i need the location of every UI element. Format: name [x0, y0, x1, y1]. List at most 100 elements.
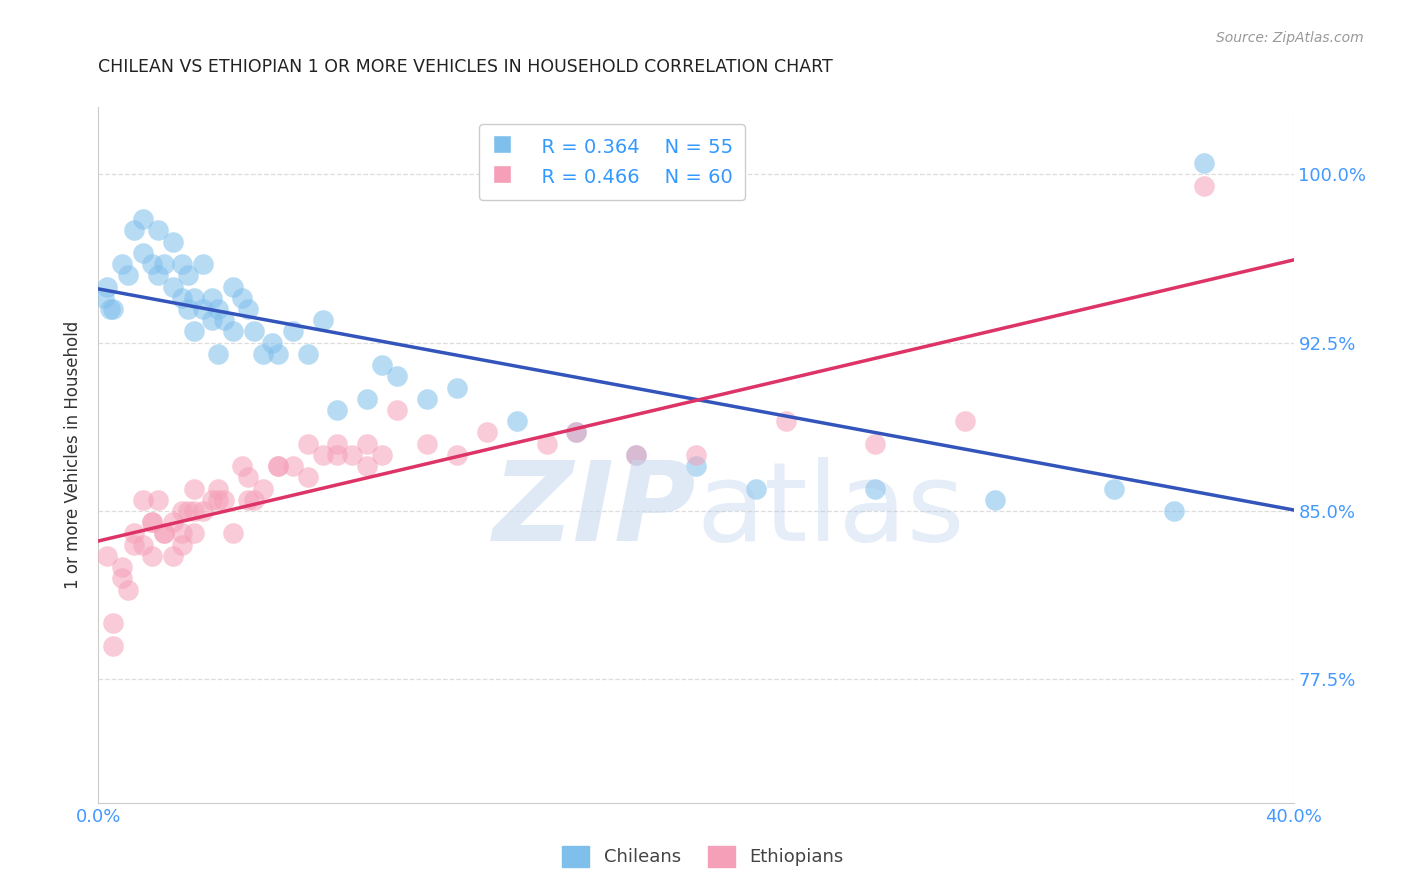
Text: ZIP: ZIP [492, 457, 696, 564]
Point [207, 347, 229, 361]
Text: CHILEAN VS ETHIOPIAN 1 OR MORE VEHICLES IN HOUSEHOLD CORRELATION CHART: CHILEAN VS ETHIOPIAN 1 OR MORE VEHICLES … [98, 58, 834, 76]
Point [201, 291, 224, 305]
Point [281, 459, 304, 474]
Point [260, 335, 283, 350]
Point [267, 347, 290, 361]
Point [385, 369, 409, 384]
Point [685, 448, 707, 462]
Point [177, 301, 200, 316]
Point [183, 325, 205, 339]
Point [124, 526, 146, 541]
Point [222, 279, 245, 293]
Point [222, 526, 245, 541]
Point [536, 436, 558, 450]
Point [162, 515, 184, 529]
Point [356, 392, 378, 406]
Point [141, 257, 163, 271]
Point [183, 482, 205, 496]
Point [201, 313, 224, 327]
Point [207, 301, 229, 316]
Point [117, 582, 139, 597]
Point [124, 223, 146, 237]
Point [191, 504, 214, 518]
Point [953, 414, 976, 428]
Point [446, 448, 468, 462]
Legend: Chileans, Ethiopians: Chileans, Ethiopians [555, 838, 851, 874]
Point [243, 325, 266, 339]
Point [148, 492, 170, 507]
Point [236, 492, 259, 507]
Point [342, 448, 364, 462]
Point [326, 448, 349, 462]
Point [93, 291, 115, 305]
Point [153, 526, 176, 541]
Point [212, 313, 235, 327]
Point [775, 414, 797, 428]
Point [124, 538, 146, 552]
Point [103, 301, 125, 316]
Point [416, 392, 439, 406]
Point [252, 347, 274, 361]
Point [475, 425, 498, 440]
Point [626, 448, 648, 462]
Point [207, 492, 229, 507]
Point [100, 301, 122, 316]
Point [297, 347, 319, 361]
Point [96, 279, 118, 293]
Point [356, 459, 378, 474]
Point [162, 235, 184, 249]
Text: Source: ZipAtlas.com: Source: ZipAtlas.com [1216, 31, 1364, 45]
Point [207, 482, 229, 496]
Point [371, 448, 394, 462]
Point [183, 291, 205, 305]
Point [132, 246, 155, 260]
Point [236, 470, 259, 484]
Point [132, 492, 155, 507]
Point [177, 504, 200, 518]
Point [111, 571, 134, 585]
Point [565, 425, 588, 440]
Point [371, 358, 394, 372]
Point [326, 436, 349, 450]
Point [984, 492, 1007, 507]
Point [243, 492, 266, 507]
Point [191, 257, 214, 271]
Point [231, 291, 253, 305]
Point [117, 268, 139, 283]
Point [153, 257, 176, 271]
Point [132, 538, 155, 552]
Point [132, 212, 155, 227]
Point [326, 403, 349, 417]
Point [183, 526, 205, 541]
Point [222, 325, 245, 339]
Point [281, 325, 304, 339]
Point [267, 459, 290, 474]
Y-axis label: 1 or more Vehicles in Household: 1 or more Vehicles in Household [65, 321, 83, 589]
Point [172, 257, 194, 271]
Point [1104, 482, 1126, 496]
Legend:   R = 0.364    N = 55,   R = 0.466    N = 60: R = 0.364 N = 55, R = 0.466 N = 60 [478, 124, 745, 200]
Point [626, 448, 648, 462]
Point [297, 436, 319, 450]
Point [745, 482, 768, 496]
Point [297, 470, 319, 484]
Point [148, 223, 170, 237]
Point [267, 459, 290, 474]
Point [311, 313, 333, 327]
Point [148, 268, 170, 283]
Point [153, 526, 176, 541]
Point [565, 425, 588, 440]
Point [865, 436, 887, 450]
Point [96, 549, 118, 563]
Point [685, 459, 707, 474]
Point [141, 515, 163, 529]
Point [103, 616, 125, 631]
Point [191, 301, 214, 316]
Point [162, 549, 184, 563]
Point [162, 279, 184, 293]
Point [141, 515, 163, 529]
Point [1192, 156, 1215, 170]
Point [172, 526, 194, 541]
Point [111, 560, 134, 574]
Point [416, 436, 439, 450]
